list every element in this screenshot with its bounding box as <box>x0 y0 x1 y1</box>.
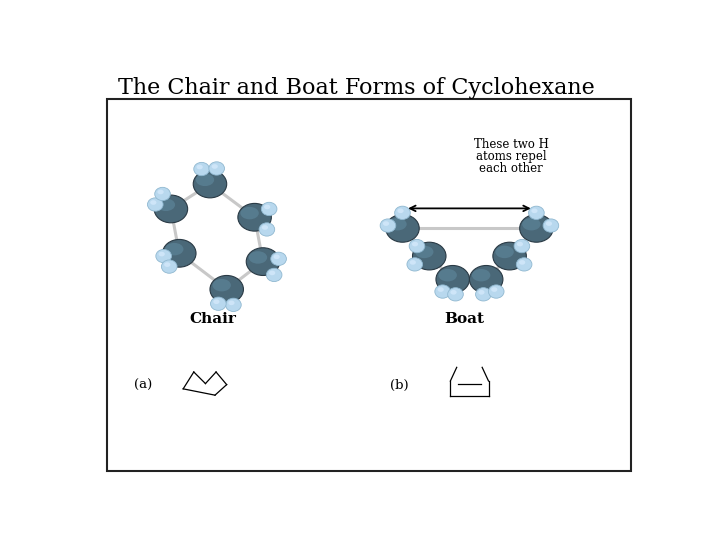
Ellipse shape <box>415 246 433 258</box>
Ellipse shape <box>410 260 416 265</box>
Ellipse shape <box>451 290 456 295</box>
Ellipse shape <box>228 301 235 305</box>
Ellipse shape <box>262 225 268 230</box>
Ellipse shape <box>193 170 227 198</box>
Ellipse shape <box>197 165 203 170</box>
Ellipse shape <box>516 258 532 271</box>
Ellipse shape <box>246 248 280 275</box>
Ellipse shape <box>212 164 218 169</box>
Ellipse shape <box>409 239 425 253</box>
Ellipse shape <box>407 258 423 271</box>
Ellipse shape <box>155 187 171 201</box>
Ellipse shape <box>269 271 275 275</box>
Ellipse shape <box>383 221 389 226</box>
Ellipse shape <box>438 269 457 281</box>
Ellipse shape <box>448 288 463 301</box>
Ellipse shape <box>157 199 175 211</box>
Ellipse shape <box>514 239 530 253</box>
Ellipse shape <box>264 205 270 210</box>
Ellipse shape <box>238 204 271 231</box>
Ellipse shape <box>259 223 275 236</box>
Ellipse shape <box>158 190 163 194</box>
Text: atoms repel: atoms repel <box>476 150 546 163</box>
Ellipse shape <box>165 243 184 255</box>
Ellipse shape <box>395 206 410 219</box>
Ellipse shape <box>469 266 503 293</box>
Text: each other: each other <box>480 162 543 175</box>
Ellipse shape <box>196 173 214 186</box>
Text: Boat: Boat <box>444 312 484 326</box>
Ellipse shape <box>519 260 526 265</box>
Ellipse shape <box>491 287 498 292</box>
Text: Chair: Chair <box>189 312 236 326</box>
Ellipse shape <box>413 242 446 270</box>
Ellipse shape <box>520 214 553 242</box>
Ellipse shape <box>154 195 188 223</box>
Ellipse shape <box>476 288 491 301</box>
Ellipse shape <box>212 279 231 292</box>
Ellipse shape <box>164 262 171 267</box>
Ellipse shape <box>156 249 171 263</box>
Ellipse shape <box>436 266 469 293</box>
Ellipse shape <box>194 163 210 176</box>
Ellipse shape <box>435 285 451 298</box>
Ellipse shape <box>543 219 559 232</box>
Ellipse shape <box>517 242 523 246</box>
Ellipse shape <box>266 268 282 281</box>
Ellipse shape <box>158 252 165 256</box>
Ellipse shape <box>522 218 541 231</box>
Ellipse shape <box>240 207 258 219</box>
Ellipse shape <box>163 239 196 267</box>
Ellipse shape <box>472 269 490 281</box>
Ellipse shape <box>546 221 552 226</box>
Ellipse shape <box>225 298 241 312</box>
Ellipse shape <box>209 162 225 175</box>
Ellipse shape <box>493 242 526 270</box>
Bar <box>107 99 631 471</box>
Ellipse shape <box>531 208 538 213</box>
Ellipse shape <box>380 219 396 232</box>
Ellipse shape <box>210 297 226 310</box>
Ellipse shape <box>495 246 514 258</box>
Ellipse shape <box>488 285 504 298</box>
Ellipse shape <box>210 275 243 303</box>
Text: (a): (a) <box>134 379 152 392</box>
Ellipse shape <box>438 287 444 292</box>
Ellipse shape <box>150 200 156 205</box>
Ellipse shape <box>397 208 404 213</box>
Ellipse shape <box>261 202 277 215</box>
Ellipse shape <box>213 299 220 304</box>
Ellipse shape <box>148 198 163 211</box>
Ellipse shape <box>274 254 280 259</box>
Ellipse shape <box>388 218 407 231</box>
Ellipse shape <box>478 290 485 295</box>
Text: The Chair and Boat Forms of Cyclohexane: The Chair and Boat Forms of Cyclohexane <box>118 77 595 99</box>
Ellipse shape <box>271 252 287 266</box>
Ellipse shape <box>386 214 419 242</box>
Ellipse shape <box>528 206 544 219</box>
Ellipse shape <box>412 242 418 246</box>
Ellipse shape <box>248 251 267 264</box>
Text: (b): (b) <box>390 379 409 392</box>
Text: These two H: These two H <box>474 138 549 151</box>
Ellipse shape <box>161 260 177 273</box>
